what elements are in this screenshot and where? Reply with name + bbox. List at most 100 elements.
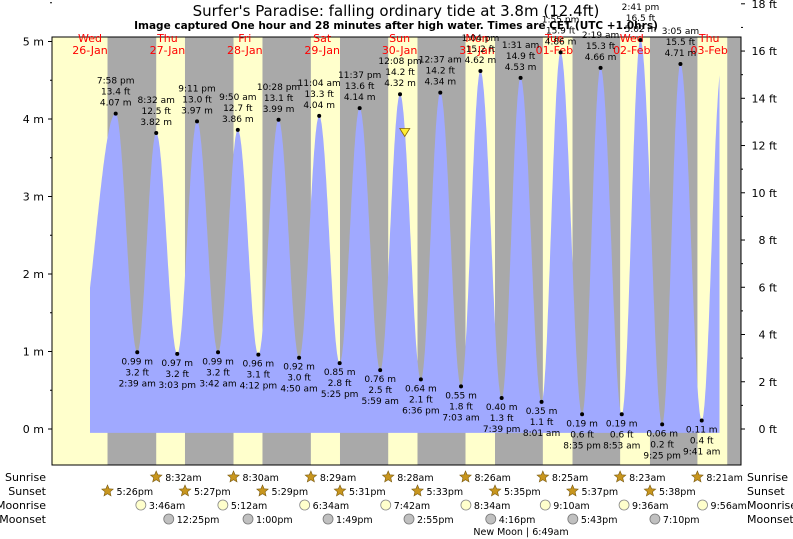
tide-high-m: 4.53 m: [505, 63, 537, 73]
tide-low-time: 3:42 am: [199, 379, 236, 389]
tide-point: [154, 130, 159, 135]
moonset-time: 1:49pm: [336, 515, 373, 526]
day-date-label: 02-Feb: [613, 44, 650, 57]
sunset-icon: [178, 484, 192, 497]
moonset-icon: [567, 513, 579, 525]
sunset-icon: [566, 484, 579, 497]
sunset-time: 5:37pm: [582, 487, 619, 498]
day-date-label: 01-Feb: [536, 44, 573, 57]
sunrise-icon: [381, 470, 395, 483]
moonrise-time: 7:42am: [394, 501, 430, 512]
tide-high-time: 12:08 pm: [378, 57, 421, 67]
tide-point: [195, 119, 200, 124]
tide-high-ft: 14.2 ft: [385, 68, 415, 78]
tide-point: [580, 412, 585, 417]
sunrise-icon: [149, 470, 163, 483]
tide-point: [699, 418, 704, 423]
y-tick-label-ft: 6 ft: [759, 281, 778, 294]
chart-title: Surfer's Paradise: falling ordinary tide…: [193, 2, 600, 20]
tide-high-m: 3.86 m: [222, 115, 254, 125]
tide-high-ft: 15.5 ft: [666, 38, 696, 48]
tide-high-ft: 16.5 ft: [626, 14, 656, 24]
tide-low-time: 2:39 am: [119, 379, 156, 389]
tide-low-m: 0.19 m: [606, 419, 638, 429]
sunrise-time: 8:25am: [552, 473, 588, 484]
tide-high-m: 3.82 m: [140, 118, 172, 128]
tide-point: [378, 368, 383, 373]
tide-low-ft: 3.1 ft: [246, 371, 270, 381]
sunset-icon: [643, 484, 657, 497]
tide-low-time: 8:35 pm: [563, 441, 601, 451]
tide-low-ft: 1.8 ft: [449, 402, 473, 412]
day-date-label: 28-Jan: [227, 44, 263, 57]
tide-low-ft: 2.1 ft: [409, 395, 433, 405]
y-tick-label-ft: 18 ft: [752, 0, 778, 11]
moonset-icon: [403, 513, 415, 525]
tide-low-ft: 0.2 ft: [650, 440, 674, 450]
current-tide-marker: [399, 128, 411, 138]
tide-point: [276, 117, 281, 122]
tide-point: [297, 355, 302, 360]
tide-high-time: 1:04 pm: [462, 34, 500, 44]
sunset-time: 5:29pm: [271, 487, 308, 498]
row-label-left: Moonrise: [0, 499, 46, 512]
tide-high-time: 12:37 am: [419, 56, 462, 66]
y-tick-label-m: 0 m: [23, 423, 44, 436]
tide-point: [619, 412, 624, 417]
sunset-time: 5:27pm: [194, 487, 231, 498]
tide-low-ft: 0.4 ft: [690, 436, 714, 446]
day-date-label: 03-Feb: [690, 44, 727, 57]
tide-area: [90, 40, 720, 433]
sunrise-icon: [227, 470, 240, 483]
day-date-label: 31-Jan: [459, 44, 495, 57]
moonrise-icon: [217, 499, 229, 511]
sunrise-time: 8:21am: [706, 473, 742, 484]
moonrise-icon: [618, 499, 630, 511]
tide-point: [175, 351, 180, 356]
tide-low-ft: 3.2 ft: [206, 368, 230, 378]
row-label-left: Sunset: [8, 485, 46, 498]
tide-point: [256, 352, 261, 357]
sunrise-icon: [536, 470, 550, 483]
tide-low-m: 0.92 m: [283, 363, 315, 373]
tide-point: [135, 350, 140, 355]
moonset-icon: [242, 513, 254, 525]
day-weekday-label: Wed: [620, 32, 644, 45]
tide-point: [678, 61, 683, 66]
y-tick-label-ft: 16 ft: [752, 45, 778, 58]
day-date-label: 30-Jan: [382, 44, 418, 57]
tide-point: [235, 127, 240, 132]
new-moon-note: New Moon | 6:49am: [473, 527, 568, 538]
row-label-right: Moonset: [747, 513, 793, 526]
tide-high-m: 3.99 m: [263, 105, 295, 115]
tide-high-time: 8:32 am: [138, 96, 175, 106]
tide-low-time: 9:41 am: [683, 447, 720, 457]
tide-point: [337, 361, 342, 366]
sunrise-icon: [304, 470, 318, 483]
tide-low-time: 6:36 pm: [402, 406, 440, 416]
moonset-time: 7:10pm: [663, 515, 700, 526]
moonrise-time: 9:56am: [711, 501, 747, 512]
tide-low-m: 0.19 m: [566, 419, 598, 429]
tide-low-m: 0.11 m: [686, 425, 718, 435]
sunrise-time: 8:23am: [629, 473, 665, 484]
row-label-right: Sunset: [747, 485, 785, 498]
tide-low-time: 4:50 am: [280, 385, 317, 395]
tide-low-m: 0.76 m: [364, 375, 396, 385]
sunrise-time: 8:29am: [320, 473, 356, 484]
tide-low-m: 0.35 m: [526, 407, 558, 417]
moonset-icon: [163, 513, 175, 525]
tide-high-ft: 13.0 ft: [182, 95, 212, 105]
tide-high-time: 11:37 pm: [338, 71, 381, 81]
tide-low-m: 0.06 m: [646, 429, 678, 439]
row-label-left: Moonset: [0, 513, 47, 526]
y-tick-label-m: 2 m: [23, 268, 44, 281]
tide-high-ft: 14.2 ft: [426, 67, 456, 77]
moonrise-icon: [460, 499, 472, 511]
y-tick-label-ft: 4 ft: [759, 329, 778, 342]
tide-low-ft: 0.6 ft: [610, 430, 634, 440]
y-tick-label-m: 4 m: [23, 113, 44, 126]
tide-point: [638, 37, 643, 42]
tide-low-m: 0.40 m: [486, 403, 518, 413]
